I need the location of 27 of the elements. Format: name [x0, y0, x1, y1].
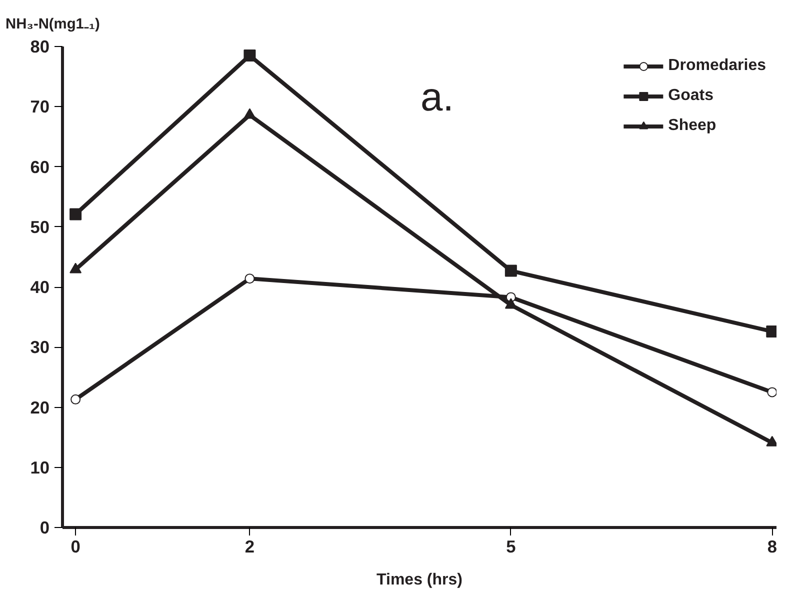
y-tick-label: 20	[30, 397, 50, 418]
y-tick-label: 50	[30, 216, 50, 237]
point	[244, 50, 256, 62]
y-tick-label: 60	[30, 156, 50, 177]
point	[70, 394, 81, 404]
point	[244, 274, 255, 284]
x-tick-label: 5	[506, 536, 516, 556]
point	[767, 387, 776, 398]
x-tick-label: 8	[767, 536, 778, 556]
point	[70, 262, 82, 274]
y-tick-label: 0	[40, 518, 50, 538]
annotation: a.	[420, 76, 454, 120]
legend-label: Sheep	[668, 117, 716, 135]
y-tick-label: 70	[30, 96, 50, 117]
y-axis-title: NH₃-N(mg1₋₁)	[6, 16, 100, 32]
point	[504, 298, 517, 309]
legend-label: Dromedaries	[668, 57, 766, 75]
y-tick-label: 40	[30, 277, 50, 297]
x-tick-label: 0	[70, 536, 80, 556]
y-tick-label: 10	[30, 457, 50, 478]
legend-label: Goats	[668, 87, 714, 105]
point	[504, 264, 517, 277]
point	[70, 208, 82, 220]
y-tick-label: 80	[30, 36, 50, 56]
x-tick-label: 2	[244, 536, 255, 556]
y-tick-label: 30	[30, 337, 50, 358]
x-axis-title: Times (hrs)	[376, 572, 462, 588]
